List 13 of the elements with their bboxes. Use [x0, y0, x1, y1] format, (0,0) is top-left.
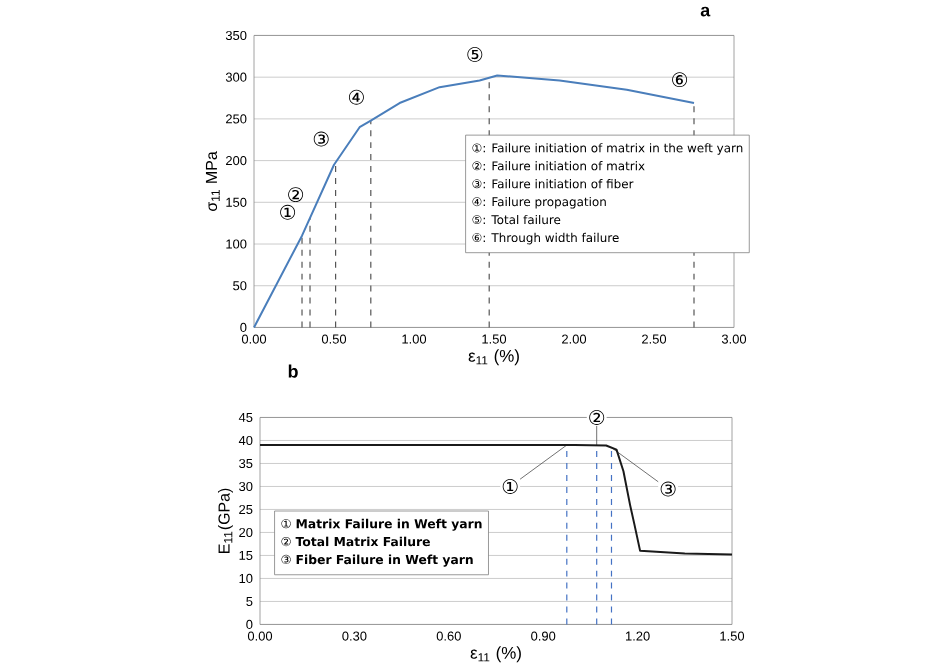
- ref-line-label: ②: [589, 409, 605, 425]
- x-axis-title: ε$_{11}$ (%): [470, 645, 521, 662]
- ref-line-label: ⑤: [467, 46, 483, 62]
- ref-line-label: ①: [280, 204, 296, 220]
- ref-line-label: ③: [313, 131, 329, 147]
- x-axis-title: ε$_{11}$ (%): [468, 348, 519, 365]
- ref-line-label: ⑥: [672, 71, 688, 87]
- chart-title: a: [700, 6, 711, 17]
- chart-title: b: [288, 364, 298, 378]
- ref-line-label: ②: [288, 186, 304, 202]
- ref-line-label: ③: [660, 481, 676, 497]
- ref-line-label: ④: [348, 89, 364, 105]
- ref-line-label: ①: [502, 478, 518, 494]
